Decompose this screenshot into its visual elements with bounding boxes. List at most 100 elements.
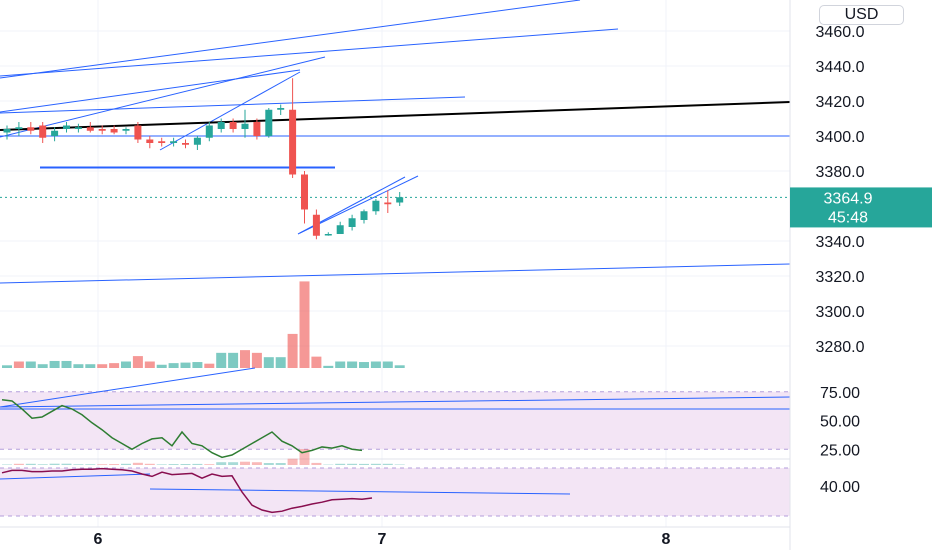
candle-body-4 bbox=[51, 130, 59, 136]
candle-body-20 bbox=[241, 123, 249, 129]
volume-bar-33 bbox=[394, 365, 405, 368]
osc-tick-0: 40.00 bbox=[820, 479, 860, 496]
volume-mini-21 bbox=[251, 462, 262, 465]
candle-body-18 bbox=[217, 122, 225, 129]
volume-mini-31 bbox=[370, 463, 381, 465]
volume-bar-0 bbox=[2, 365, 12, 368]
candle-body-0 bbox=[3, 129, 11, 133]
candle-body-16 bbox=[193, 137, 201, 145]
candle-body-27 bbox=[324, 234, 332, 236]
price-tick-4: 3380.0 bbox=[816, 164, 865, 181]
volume-bar-16 bbox=[192, 362, 203, 368]
volume-mini-23 bbox=[275, 463, 286, 465]
rsi-line bbox=[1, 399, 363, 459]
volume-mini-24 bbox=[287, 458, 298, 465]
trendline-0 bbox=[0, 0, 581, 79]
candle-body-14 bbox=[170, 141, 178, 143]
volume-mini-17 bbox=[204, 464, 215, 465]
trendline-5 bbox=[159, 71, 301, 151]
price-badge-bg bbox=[790, 187, 932, 228]
volume-bar-30 bbox=[359, 362, 369, 368]
drawing-tools[interactable] bbox=[0, 0, 791, 495]
volume-bar-27 bbox=[323, 365, 334, 368]
volume-mini-33 bbox=[394, 464, 405, 465]
volume-mini-28 bbox=[335, 463, 346, 465]
volume-bar-9 bbox=[109, 363, 120, 368]
trendline-7 bbox=[0, 367, 256, 408]
volume-mini-5 bbox=[61, 463, 72, 465]
volume-bar-11 bbox=[132, 356, 143, 368]
volume-bar-19 bbox=[228, 352, 239, 368]
price-badge-countdown: 45:48 bbox=[828, 209, 868, 226]
price-tick-2: 3420.0 bbox=[816, 94, 865, 111]
candle-body-6 bbox=[74, 127, 82, 129]
volume-bar-12 bbox=[144, 361, 155, 368]
volume-bar-28 bbox=[335, 361, 346, 368]
volume-bar-8 bbox=[97, 364, 108, 368]
candle-body-33 bbox=[396, 197, 404, 203]
volume-mini-12 bbox=[144, 463, 155, 465]
candle-body-13 bbox=[158, 141, 166, 143]
trendline-1 bbox=[0, 56, 326, 138]
candle-body-26 bbox=[312, 214, 320, 236]
volume-bar-20 bbox=[240, 350, 250, 368]
time-tick-1: 7 bbox=[378, 531, 387, 548]
candle-body-25 bbox=[301, 174, 308, 210]
candle-body-2 bbox=[27, 127, 35, 131]
indicator-lines bbox=[1, 399, 373, 514]
volume-mini-32 bbox=[382, 463, 393, 465]
volume-bar-7 bbox=[85, 364, 96, 368]
price-badge-arrow bbox=[790, 193, 798, 202]
volume-bar-22 bbox=[263, 357, 274, 368]
price-badge-value: 3364.9 bbox=[824, 190, 873, 207]
volume-mini-0 bbox=[2, 464, 12, 465]
trendline-4 bbox=[0, 28, 619, 77]
volume-mini-19 bbox=[228, 462, 239, 465]
indicator-panes bbox=[0, 391, 790, 517]
currency-button[interactable]: USD bbox=[819, 5, 904, 25]
candles bbox=[3, 78, 404, 240]
volume-bar-25 bbox=[299, 281, 310, 368]
volume-mini-1 bbox=[13, 463, 24, 465]
candle-body-31 bbox=[372, 200, 380, 212]
candle-body-10 bbox=[122, 129, 130, 131]
volume-bar-24 bbox=[287, 333, 298, 368]
rsi-tick-0: 75.00 bbox=[820, 385, 860, 402]
time-tick-2: 8 bbox=[662, 531, 671, 548]
rsi-band bbox=[0, 391, 790, 450]
trendline-6 bbox=[0, 263, 791, 284]
candle-body-19 bbox=[229, 122, 237, 129]
time-tick-0: 6 bbox=[94, 531, 103, 548]
candle-body-3 bbox=[39, 125, 47, 138]
volume-bar-2 bbox=[25, 361, 36, 368]
trendline-11 bbox=[149, 488, 571, 495]
volume-bar-17 bbox=[204, 363, 215, 368]
trendline-10 bbox=[0, 473, 151, 480]
price-tick-8: 3280.0 bbox=[816, 339, 865, 356]
trendline-3 bbox=[0, 96, 466, 114]
candle-body-17 bbox=[205, 125, 213, 138]
volume-mini-18 bbox=[216, 462, 227, 465]
volume-bar-4 bbox=[49, 360, 60, 368]
volume-bar-6 bbox=[73, 364, 84, 368]
volume-bar-1 bbox=[13, 361, 24, 368]
candle-body-29 bbox=[348, 218, 356, 227]
price-tick-5: 3340.0 bbox=[816, 234, 865, 251]
volume-mini-4 bbox=[49, 463, 60, 465]
candle-body-12 bbox=[146, 139, 154, 143]
volume-bar-15 bbox=[180, 362, 191, 368]
candle-body-9 bbox=[110, 129, 118, 133]
volume-mini-8 bbox=[97, 464, 108, 465]
volume-mini-26 bbox=[311, 462, 322, 465]
volume-mini-6 bbox=[73, 464, 84, 465]
volume-mini-9 bbox=[109, 464, 120, 465]
volume-bar-18 bbox=[216, 352, 227, 368]
volume-mini-30 bbox=[359, 463, 369, 465]
volume-bar-13 bbox=[156, 364, 167, 368]
candle-body-28 bbox=[336, 225, 344, 234]
candle-body-7 bbox=[86, 127, 94, 131]
osc-line bbox=[1, 467, 373, 514]
volume-mini-3 bbox=[37, 464, 48, 465]
